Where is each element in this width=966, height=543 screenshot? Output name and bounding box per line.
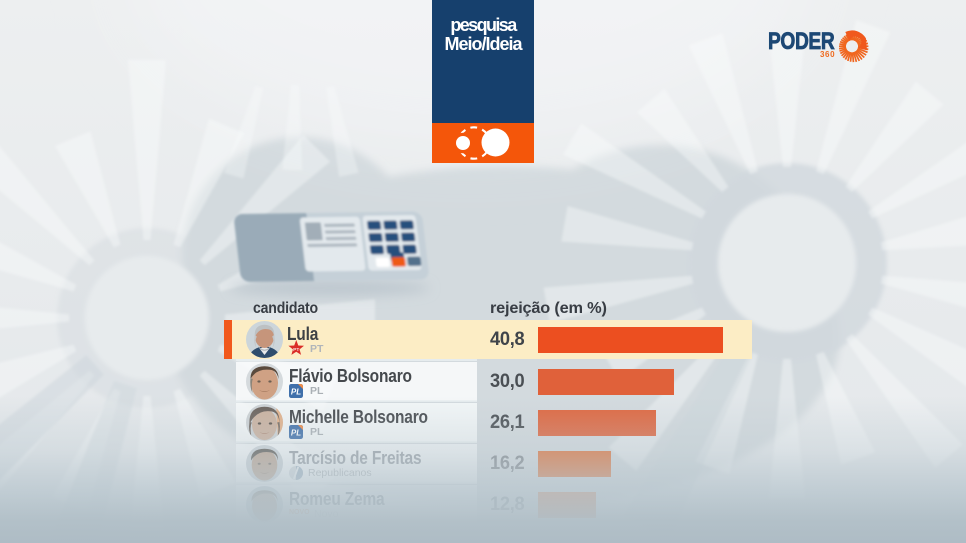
svg-text:PL: PL [291, 428, 301, 437]
svg-text:PT: PT [293, 346, 299, 352]
svg-text:PL: PL [291, 387, 301, 396]
